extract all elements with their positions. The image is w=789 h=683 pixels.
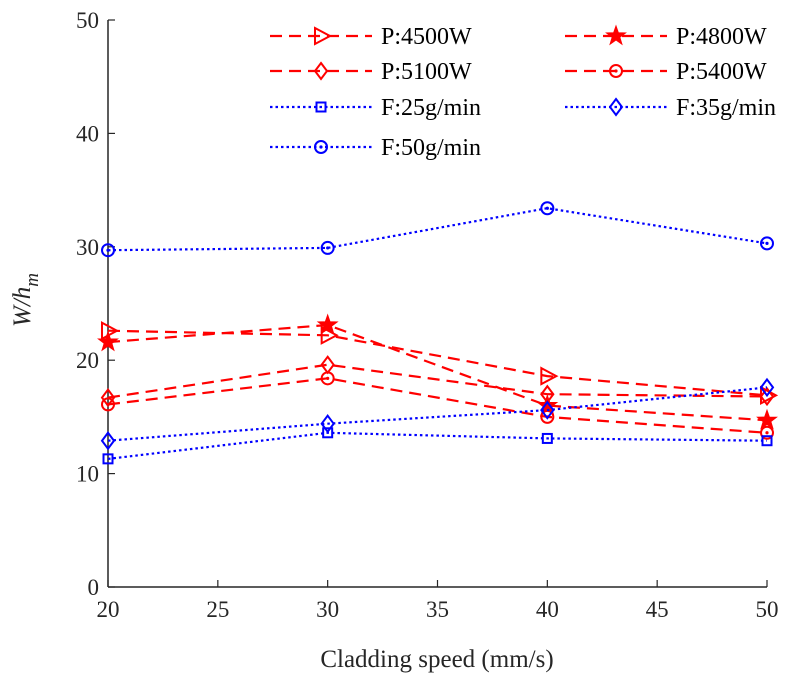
legend-marker: [605, 24, 627, 46]
legend-marker: [314, 140, 328, 154]
series-layer: [97, 201, 779, 465]
data-point-f-50g-min-ring: [101, 243, 115, 258]
legend-label: F:25g/min: [381, 95, 481, 121]
data-point-f-25g-min: [541, 432, 553, 444]
data-point-p-5400w-ring: [320, 371, 335, 386]
data-point-f-50g-min-dot: [106, 248, 110, 252]
legend-marker: [608, 97, 624, 117]
data-point-p-4500w: [320, 325, 339, 345]
data-point-f-50g-min-ring: [540, 201, 555, 216]
y-tick-label: 50: [76, 8, 99, 33]
series-p-5400w: [101, 371, 774, 440]
data-point-p-5400w-ring: [101, 397, 115, 412]
legend-marker: [315, 101, 327, 113]
legend-label: P:4800W: [676, 24, 767, 50]
data-point-f-50g-min: [101, 243, 115, 258]
legend-marker-ring: [314, 140, 328, 154]
y-axis-label-main: W/h: [9, 287, 36, 327]
y-axis-ticks: 0 10 20 30 40 50: [76, 8, 115, 600]
legend-item-p-4800w: P:4800W: [565, 24, 767, 50]
x-tick-label: 25: [206, 597, 229, 622]
legend-item-f-50g-min: F:50g/min: [270, 135, 481, 161]
series-line-p-5400w: [107, 377, 768, 434]
data-point-f-50g-min-dot: [326, 246, 330, 250]
legend-marker-dot: [614, 69, 618, 73]
data-point-f-35g-min: [320, 414, 335, 434]
x-tick-label: 45: [646, 597, 669, 622]
legend-label: P:5400W: [676, 59, 767, 85]
series-line-f-25g-min: [107, 431, 768, 460]
data-point-p-4500w: [101, 321, 120, 341]
series-line-f-35g-min: [107, 386, 768, 442]
y-tick-label: 40: [76, 121, 99, 146]
data-point-f-50g-min: [320, 240, 335, 255]
data-point-p-4800w: [97, 330, 119, 352]
series-line-p-4500w: [107, 329, 768, 397]
series-f-50g-min: [101, 201, 774, 258]
legend-label: F:50g/min: [381, 135, 481, 161]
x-tick-label: 40: [536, 597, 559, 622]
legend-marker: [313, 61, 329, 81]
x-tick-label: 30: [316, 597, 339, 622]
series-p-4800w: [97, 313, 778, 430]
legend-marker: [609, 64, 623, 78]
data-point-f-50g-min: [760, 236, 774, 251]
data-point-p-5400w: [760, 425, 774, 440]
y-axis-label: W/hm: [9, 273, 43, 327]
y-axis-label-subscript: m: [22, 273, 43, 287]
data-point-p-5400w-dot: [326, 376, 330, 380]
data-point-f-50g-min: [540, 201, 555, 216]
data-point-f-50g-min-dot: [765, 241, 769, 245]
legend: P:4500W P:4800W P:5100W P:5400W F:25g/min F:3…: [270, 24, 776, 161]
legend-label: F:35g/min: [676, 95, 776, 121]
y-tick-label: 0: [88, 575, 100, 600]
data-point-p-5400w: [320, 371, 335, 386]
data-point-f-25g-min: [102, 453, 114, 465]
x-axis-label: Cladding speed (mm/s): [320, 646, 553, 673]
legend-label: P:4500W: [381, 24, 472, 50]
data-point-f-35g-min: [100, 431, 116, 451]
series-f-35g-min: [100, 377, 775, 451]
legend-item-p-4500w: P:4500W: [270, 24, 472, 50]
legend-marker: [314, 26, 333, 46]
data-point-p-4800w: [316, 313, 339, 335]
data-point-f-50g-min-ring: [760, 236, 774, 251]
data-point-p-4800w: [756, 408, 778, 430]
data-point-p-5100w: [759, 386, 775, 407]
data-point-f-25g-min: [761, 435, 773, 447]
data-point-f-35g-min: [759, 377, 775, 398]
x-tick-label: 35: [426, 597, 449, 622]
legend-item-f-35g-min: F:35g/min: [565, 95, 776, 121]
data-point-p-5400w-dot: [106, 402, 110, 407]
x-tick-label: 20: [97, 597, 120, 622]
x-axis-ticks: 20 25 30 35 40 45 50: [97, 580, 779, 622]
y-tick-label: 20: [76, 348, 99, 373]
legend-item-p-5400w: P:5400W: [565, 59, 767, 85]
series-line-f-50g-min: [107, 207, 768, 252]
data-point-p-4500w: [540, 366, 559, 386]
data-point-f-35g-min: [540, 400, 555, 420]
x-tick-label: 50: [756, 597, 779, 622]
legend-marker-ring: [609, 64, 623, 78]
series-line-p-5100w: [107, 363, 768, 399]
data-point-f-25g-min: [322, 427, 334, 439]
legend-marker-dot: [319, 145, 323, 149]
data-point-p-5400w-ring: [760, 425, 774, 440]
y-tick-label: 30: [76, 235, 99, 260]
data-point-f-50g-min-dot: [545, 206, 549, 210]
data-point-p-5400w: [101, 397, 115, 412]
y-tick-label: 10: [76, 462, 99, 487]
data-point-f-50g-min-ring: [320, 240, 335, 255]
legend-label: P:5100W: [381, 59, 472, 85]
series-f-25g-min: [102, 427, 773, 465]
legend-item-p-5100w: P:5100W: [270, 59, 472, 85]
data-point-p-5400w-dot: [765, 431, 769, 435]
series-line-p-4800w: [107, 323, 768, 422]
legend-item-f-25g-min: F:25g/min: [270, 95, 481, 121]
